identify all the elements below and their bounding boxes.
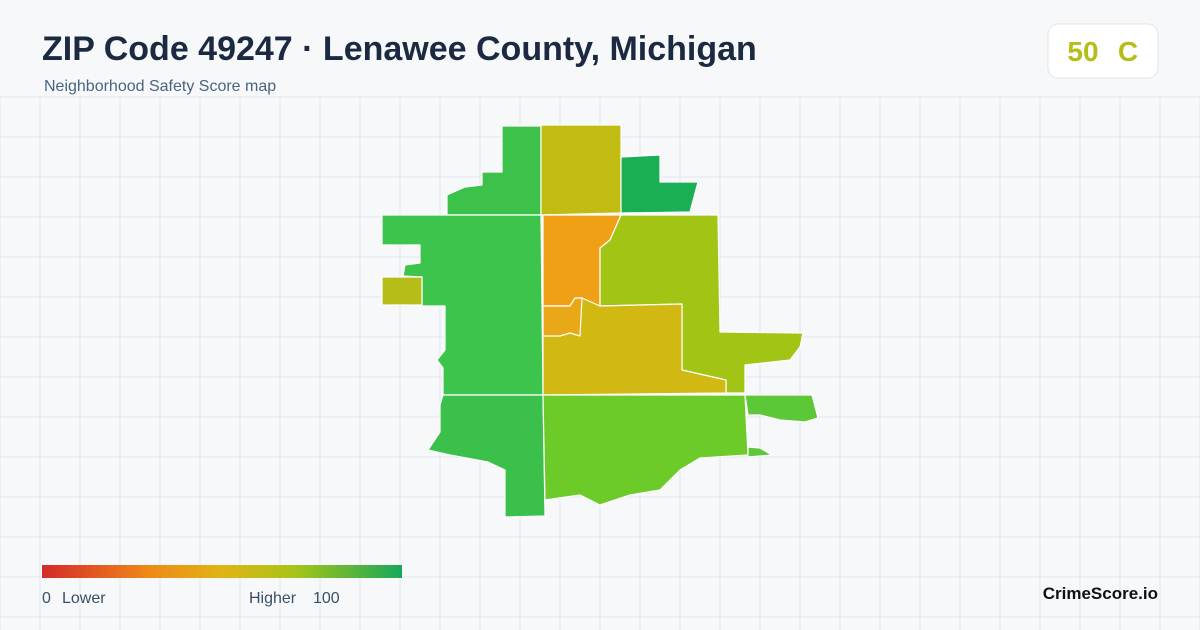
title: ZIP Code 49247 · Lenawee County, Michiga…	[42, 30, 757, 68]
subtitle: Neighborhood Safety Score map	[44, 78, 276, 95]
region	[542, 297, 583, 337]
score-grade: C	[1118, 36, 1138, 67]
region	[620, 154, 699, 214]
region	[747, 446, 773, 458]
region	[744, 394, 819, 423]
region	[540, 124, 622, 216]
region	[542, 394, 749, 506]
legend-min: 0	[42, 590, 51, 607]
legend-min-label: Lower	[62, 590, 106, 607]
legend-max-label: Higher	[249, 590, 297, 607]
region	[381, 276, 423, 306]
score-badge	[1047, 23, 1159, 79]
zip-regions	[381, 124, 819, 518]
legend-bar	[42, 565, 402, 578]
brand: CrimeScore.io	[1043, 584, 1158, 603]
region	[599, 214, 804, 394]
grid	[0, 96, 1200, 630]
legend-max: 100	[313, 590, 340, 607]
score-value: 50	[1067, 36, 1098, 67]
